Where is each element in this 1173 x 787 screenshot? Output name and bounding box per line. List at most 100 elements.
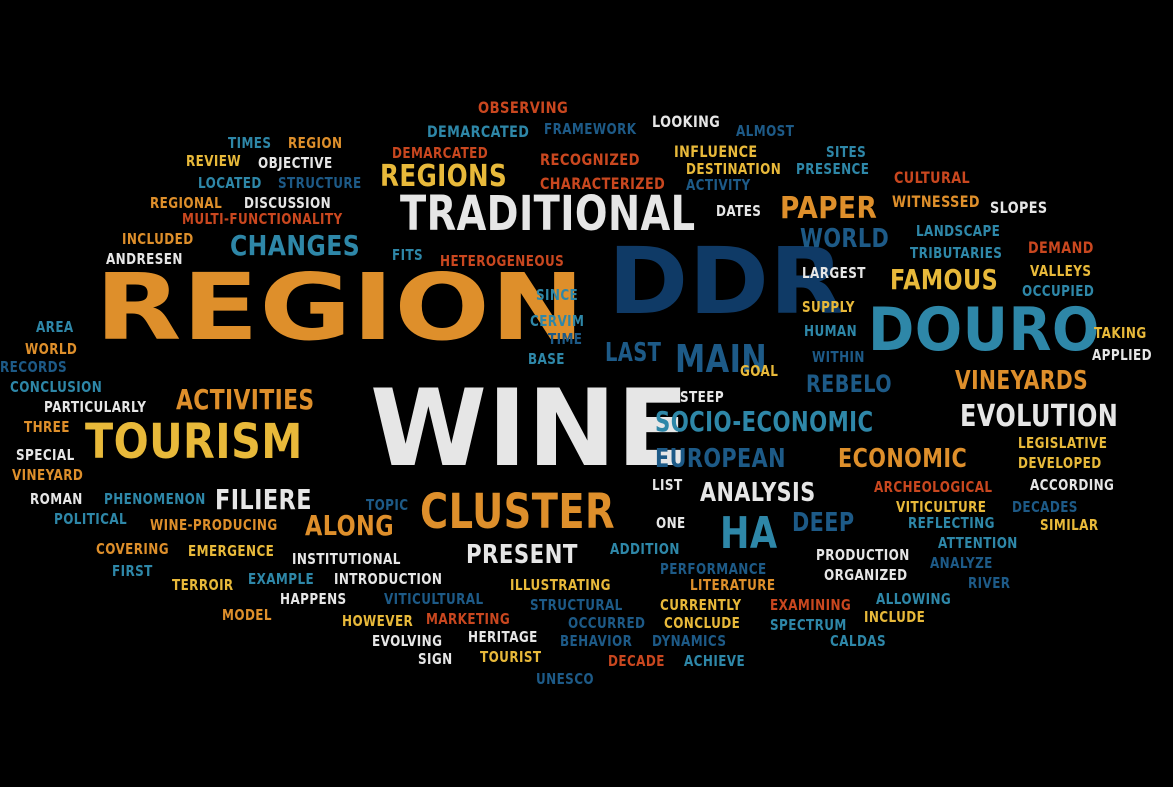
word-landscape: LANDSCAPE	[916, 222, 1001, 240]
word-largest: LARGEST	[802, 264, 866, 282]
word-time: TIME	[548, 330, 583, 348]
word-deep: DEEP	[792, 508, 855, 538]
word-region-small: REGION	[288, 134, 343, 152]
word-illustrating: ILLUSTRATING	[510, 576, 611, 594]
word-almost: ALMOST	[736, 122, 795, 140]
word-area: AREA	[36, 318, 74, 336]
word-structural: STRUCTURAL	[530, 596, 623, 614]
word-developed: DEVELOPED	[1018, 454, 1102, 472]
word-one: ONE	[656, 514, 686, 532]
word-analysis: ANALYSIS	[700, 478, 816, 508]
word-unesco: UNESCO	[536, 670, 595, 688]
word-paper: PAPER	[780, 191, 878, 226]
word-political: POLITICAL	[54, 510, 128, 528]
word-activities: ACTIVITIES	[176, 383, 315, 416]
word-decade: DECADE	[608, 652, 665, 670]
word-covering: COVERING	[96, 540, 169, 558]
word-rebelo: REBELO	[806, 370, 892, 398]
word-structure: STRUCTURE	[278, 174, 362, 192]
word-occurred: OCCURRED	[568, 614, 646, 632]
word-traditional: TRADITIONAL	[400, 186, 696, 242]
word-discussion: DISCUSSION	[244, 194, 332, 212]
word-base: BASE	[528, 350, 565, 368]
word-famous: FAMOUS	[890, 263, 999, 296]
word-applied: APPLIED	[1092, 346, 1152, 364]
word-steep: STEEP	[680, 388, 725, 406]
word-fits: FITS	[392, 246, 424, 264]
word-ha: HA	[720, 508, 778, 559]
word-list: LIST	[652, 476, 683, 494]
word-recognized: RECOGNIZED	[540, 150, 640, 169]
word-since: SINCE	[536, 286, 579, 304]
word-regions: REGIONS	[380, 159, 508, 194]
word-similar: SIMILAR	[1040, 516, 1099, 534]
word-sign: SIGN	[418, 650, 453, 668]
word-douro: DOURO	[868, 295, 1100, 365]
word-located: LOCATED	[198, 174, 262, 192]
word-along: ALONG	[305, 509, 394, 542]
word-world-small: WORLD	[25, 340, 78, 358]
word-achieve: ACHIEVE	[684, 652, 746, 670]
word-characterized: CHARACTERIZED	[540, 174, 666, 193]
word-special: SPECIAL	[16, 446, 75, 464]
word-changes: CHANGES	[230, 229, 361, 262]
word-occupied: OCCUPIED	[1022, 282, 1095, 300]
word-valleys: VALLEYS	[1030, 262, 1092, 280]
word-cluster: CLUSTER	[420, 484, 615, 540]
word-behavior: BEHAVIOR	[560, 632, 633, 650]
word-analyze: ANALYZE	[930, 554, 993, 572]
word-legislative: LEGISLATIVE	[1018, 434, 1108, 452]
word-within: WITHIN	[812, 348, 865, 366]
word-currently: CURRENTLY	[660, 596, 742, 614]
word-spectrum: SPECTRUM	[770, 616, 847, 634]
word-present: PRESENT	[466, 540, 578, 570]
word-demarcated: DEMARCATED	[427, 122, 530, 141]
word-caldas: CALDAS	[830, 632, 887, 650]
word-emergence: EMERGENCE	[188, 542, 275, 560]
word-tributaries: TRIBUTARIES	[910, 244, 1003, 262]
word-introduction: INTRODUCTION	[334, 570, 443, 588]
word-times: TIMES	[228, 134, 272, 152]
word-world-blue: WORLD	[800, 224, 890, 254]
word-vineyard: VINEYARD	[12, 466, 84, 484]
word-allowing: ALLOWING	[876, 590, 952, 608]
word-witnessed: WITNESSED	[892, 192, 980, 211]
word-vineyards: VINEYARDS	[955, 366, 1089, 396]
word-particularly: PARTICULARLY	[44, 398, 147, 416]
word-viticultural: VITICULTURAL	[384, 590, 484, 608]
word-three: THREE	[24, 418, 70, 436]
word-filiere: FILIERE	[215, 483, 312, 516]
word-cervim: CERVIM	[530, 312, 585, 330]
word-according: ACCORDING	[1030, 476, 1115, 494]
word-heritage: HERITAGE	[468, 628, 538, 646]
word-records: RECORDS	[0, 358, 68, 376]
word-destination: DESTINATION	[686, 160, 782, 178]
word-roman: ROMAN	[30, 490, 83, 508]
word-ddr: DDR	[608, 228, 845, 335]
word-addition: ADDITION	[610, 540, 680, 558]
word-topic: TOPIC	[366, 496, 409, 514]
word-demand: DEMAND	[1028, 238, 1094, 257]
word-organized: ORGANIZED	[824, 566, 908, 584]
word-reflecting: REFLECTING	[908, 514, 995, 532]
word-first: FIRST	[112, 562, 153, 580]
word-main: MAIN	[675, 337, 768, 381]
word-however: HOWEVER	[342, 612, 414, 630]
word-socio-economic: SOCIO-ECONOMIC	[655, 405, 874, 438]
word-terroir: TERROIR	[172, 576, 234, 594]
word-slopes: SLOPES	[990, 198, 1048, 217]
word-example: EXAMPLE	[248, 570, 315, 588]
word-wine: WINE	[370, 367, 690, 490]
word-economic: ECONOMIC	[838, 444, 968, 474]
word-review: REVIEW	[186, 152, 242, 170]
word-taking: TAKING	[1094, 324, 1147, 342]
word-marketing: MARKETING	[426, 610, 511, 628]
word-human: HUMAN	[804, 322, 858, 340]
word-demarcated-2: DEMARCATED	[392, 144, 489, 162]
word-phenomenon: PHENOMENON	[104, 490, 206, 508]
word-examining: EXAMINING	[770, 596, 852, 614]
word-presence: PRESENCE	[796, 160, 870, 178]
word-dynamics: DYNAMICS	[652, 632, 727, 650]
word-viticulture: VITICULTURE	[896, 498, 987, 516]
